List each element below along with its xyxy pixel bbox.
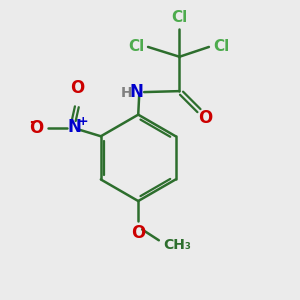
Text: O: O — [70, 79, 84, 97]
Text: +: + — [78, 115, 88, 128]
Text: N: N — [129, 83, 143, 101]
Text: H: H — [121, 85, 132, 100]
Text: O: O — [198, 109, 212, 127]
Text: CH₃: CH₃ — [164, 238, 192, 252]
Text: Cl: Cl — [213, 39, 229, 54]
Text: Cl: Cl — [171, 11, 188, 26]
Text: N: N — [68, 118, 81, 136]
Text: O: O — [131, 224, 145, 242]
Text: O: O — [29, 119, 43, 137]
Text: -: - — [29, 114, 35, 129]
Text: Cl: Cl — [128, 39, 144, 54]
